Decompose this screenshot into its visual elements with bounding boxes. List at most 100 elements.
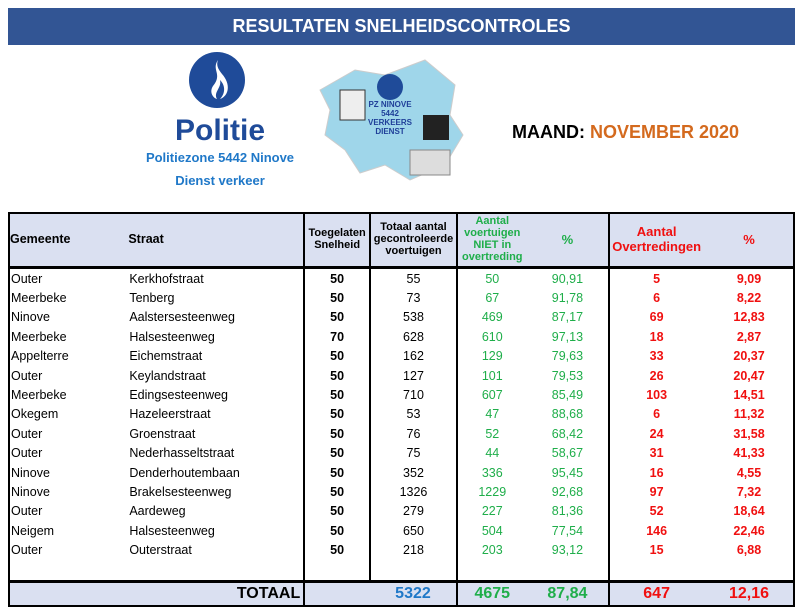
cell-niet-overtreding: 607 [455,385,527,405]
cell-totaal: 538 [369,307,457,328]
department-name: Dienst verkeer [175,173,265,188]
col-totaal: Totaal aantal gecontroleerde voertuigen [369,212,457,269]
cell-pct-niet: 79,63 [551,349,584,364]
col-gemeente: Gemeente [8,212,127,269]
cell-pct-overtredingen: 20,37 [733,349,765,364]
table-row: Outer Groenstraat 50 76 52 68,42 24 31,58 [8,424,795,444]
cell-pct-niet: 92,68 [551,484,584,499]
table-row: Meerbeke Edingsesteenweg 50 710 607 85,49 103 1… [8,385,795,405]
cell-totaal: 127 [369,365,457,386]
cell-snelheid: 50 [303,365,371,386]
cell-pct-niet: 77,54 [551,523,584,538]
cell-overtredingen: 103 [608,385,704,405]
cell-overtredingen: 26 [608,365,704,386]
cell-niet-overtreding: 44 [455,443,527,463]
cell-pct-overtredingen: 41,33 [733,446,765,461]
table-row: Neigem Halsesteenweg 50 650 504 77,54 146 22,46 [8,521,795,541]
cell-snelheid: 50 [303,267,371,289]
table-row: Outer Kerkhofstraat 50 55 50 90,91 5 9,09 [8,267,795,289]
cell-gemeente: Neigem [11,523,55,538]
total-totaal: 5322 [370,579,457,607]
cell-overtredingen: 146 [608,521,704,541]
cell-pct-overtredingen: 9,09 [736,271,762,286]
cell-snelheid: 50 [303,307,371,328]
cell-gemeente: Okegem [11,407,59,422]
table-row: Outer Keylandstraat 50 127 101 79,53 26 20,47 [8,365,795,386]
cell-niet-overtreding: 227 [455,501,527,522]
cell-gemeente: Outer [11,543,43,558]
cell-totaal: 76 [369,424,457,444]
cell-totaal: 710 [369,385,457,405]
cell-niet-overtreding: 67 [455,288,527,308]
cell-snelheid: 50 [303,462,371,483]
cell-pct-niet: 81,36 [551,504,584,519]
cell-niet-overtreding: 101 [455,365,527,386]
cell-gemeente: Ninove [11,465,50,480]
police-flame-logo-icon [189,52,245,108]
cell-pct-overtredingen: 14,51 [733,388,765,403]
cell-snelheid: 50 [303,385,371,405]
brand-name: Politie [174,114,265,147]
cell-gemeente: Outer [11,271,43,286]
total-row: TOTAAL 5322 4675 87,84 647 12,16 [8,579,795,607]
cell-gemeente: Ninove [11,310,50,325]
cell-gemeente: Outer [11,446,43,461]
cell-snelheid: 50 [303,346,371,366]
cell-straat: Kerkhofstraat [129,271,204,286]
col-snelheid: Toegelaten Snelheid [303,212,371,269]
cell-totaal: 628 [369,327,457,347]
cell-pct-overtredingen: 4,55 [736,465,762,480]
traffic-service-badge-icon: PZ NINOVE 5442 VERKEERS DIENST [319,59,464,181]
cell-snelheid: 50 [303,443,371,463]
cell-straat: Groenstraat [129,426,196,441]
cell-straat: Eichemstraat [129,349,203,364]
cell-niet-overtreding: 504 [455,521,527,541]
cell-totaal: 650 [369,521,457,541]
cell-overtredingen: 6 [608,288,704,308]
cell-pct-niet: 88,68 [551,407,584,422]
cell-pct-overtredingen: 18,64 [733,504,765,519]
cell-pct-niet: 93,12 [551,543,584,558]
cell-overtredingen: 16 [608,462,704,483]
table-row: Appelterre Eichemstraat 50 162 129 79,63 33 20,… [8,346,795,366]
cell-gemeente: Outer [11,504,43,519]
col-overtredingen: Aantal Overtredingen [608,212,704,269]
table-row: Meerbeke Tenberg 50 73 67 91,78 6 8,22 [8,288,795,308]
cell-niet-overtreding: 1229 [455,482,527,502]
table-row: Outer Aardeweg 50 279 227 81,36 52 18,64 [8,501,795,522]
table-row: Meerbeke Halsesteenweg 70 628 610 97,13 18 2,87 [8,327,795,347]
cell-pct-overtredingen: 31,58 [733,426,765,441]
cell-pct-niet: 90,91 [551,271,584,286]
col-pct-overtredingen: % [703,212,795,269]
cell-snelheid: 50 [303,540,371,560]
cell-totaal: 75 [369,443,457,463]
cell-straat: Denderhoutembaan [129,465,240,480]
cell-gemeente: Outer [11,368,43,383]
cell-overtredingen: 5 [608,267,704,289]
cell-straat: Aalstersesteenweg [129,310,235,325]
cell-straat: Outerstraat [129,543,192,558]
cell-snelheid: 50 [303,404,371,425]
cell-pct-overtredingen: 11,32 [733,407,765,422]
table-row: Ninove Denderhoutembaan 50 352 336 95,45 16 4,5… [8,462,795,483]
cell-pct-overtredingen: 22,46 [733,523,765,538]
cell-snelheid: 50 [303,521,371,541]
cell-pct-niet: 91,78 [551,291,584,306]
cell-pct-niet: 85,49 [551,388,584,403]
cell-niet-overtreding: 203 [455,540,527,560]
cell-totaal: 162 [369,346,457,366]
cell-totaal: 53 [369,404,457,425]
month-label: MAAND: [512,122,590,142]
cell-niet-overtreding: 52 [455,424,527,444]
cell-pct-niet: 95,45 [551,465,584,480]
total-overtredingen: 647 [608,579,704,607]
zone-name: Politiezone 5442 Ninove [145,150,295,165]
cell-niet-overtreding: 129 [455,346,527,366]
spacer-row [8,559,795,582]
cell-straat: Tenberg [129,291,175,306]
table-header: Gemeente Straat Toegelaten Snelheid Tota… [8,212,795,269]
cell-pct-overtredingen: 20,47 [733,368,765,383]
cell-snelheid: 70 [303,327,371,347]
cell-overtredingen: 18 [608,327,704,347]
cell-niet-overtreding: 610 [455,327,527,347]
